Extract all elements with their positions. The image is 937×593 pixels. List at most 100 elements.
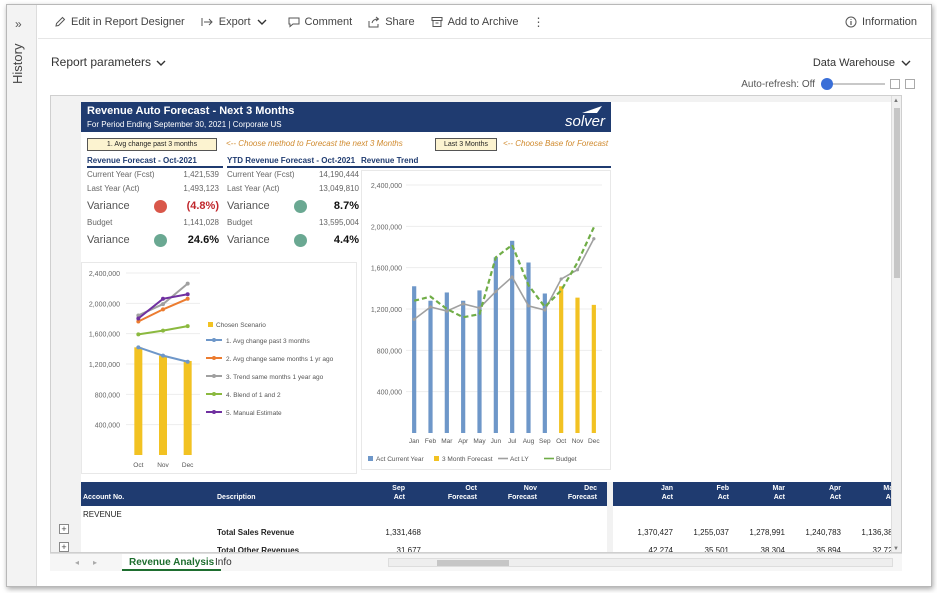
- legend-swatch: [208, 322, 213, 327]
- auto-refresh-slider[interactable]: [821, 78, 885, 90]
- column-header: Account No.: [83, 484, 183, 502]
- history-label[interactable]: History: [10, 43, 25, 85]
- information-button[interactable]: Information: [845, 12, 917, 32]
- column-header: Mar Act: [743, 484, 785, 502]
- bar-act-current-year: [428, 300, 433, 433]
- y-tick-label: 2,000,000: [371, 224, 402, 231]
- point-scenario: [136, 316, 141, 321]
- scroll-thumb[interactable]: [894, 108, 900, 278]
- expand-row-button[interactable]: +: [59, 542, 69, 552]
- header-line-1: Sep: [392, 485, 405, 492]
- x-tick-label: Dec: [588, 438, 600, 445]
- kpi-label: Current Year (Fcst): [227, 170, 295, 179]
- tab-scroll-right-icon[interactable]: ▸: [93, 558, 98, 567]
- report-parameters-label: Report parameters: [51, 55, 152, 69]
- edit-in-designer-button[interactable]: Edit in Report Designer: [54, 12, 185, 32]
- legend-swatch: [212, 338, 216, 342]
- column-header: Description: [217, 484, 337, 502]
- share-button[interactable]: Share: [368, 12, 415, 32]
- legend-label: 5. Manual Estimate: [226, 410, 282, 417]
- x-tick-label: Mar: [441, 438, 453, 445]
- row-description: Total Other Revenues: [217, 546, 300, 553]
- bar-chosen-scenario: [134, 347, 143, 455]
- column-header: Jan Act: [631, 484, 673, 502]
- vertical-scrollbar[interactable]: ▲ ▼: [891, 96, 901, 552]
- forecast-base-selector[interactable]: Last 3 Months: [435, 138, 497, 151]
- variance-value: 4.4%: [333, 234, 359, 246]
- pencil-icon: [55, 16, 66, 27]
- expand-history-icon[interactable]: »: [15, 17, 22, 31]
- data-source-dropdown[interactable]: Data Warehouse: [813, 57, 911, 69]
- header-line-1: [217, 484, 337, 493]
- revenue-trend-chart: 2,400,000 2,000,000 1,600,000 1,200,000 800,…: [361, 170, 611, 470]
- x-tick-label: Feb: [425, 438, 437, 445]
- data-source-label: Data Warehouse: [812, 57, 895, 69]
- export-icon: [201, 17, 213, 26]
- comment-button[interactable]: Comment: [288, 12, 352, 32]
- header-line-1: Feb: [716, 485, 729, 492]
- kpi-label: Last Year (Act): [227, 184, 280, 193]
- kpi-label: Current Year (Fcst): [87, 170, 155, 179]
- kpi-variance-ly: Variance (4.8%): [87, 196, 223, 216]
- tab-info[interactable]: Info: [215, 557, 232, 568]
- information-label: Information: [861, 15, 917, 28]
- sheet-tabs-bar: ◂ ▸ Revenue Analysis Info: [50, 553, 902, 571]
- cell-value: 1,136,386: [861, 528, 897, 537]
- scroll-down-icon[interactable]: ▼: [893, 546, 899, 552]
- scroll-thumb[interactable]: [437, 560, 509, 566]
- legend-label: 3 Month Forecast: [442, 456, 493, 463]
- x-tick-label: Sep: [539, 438, 551, 445]
- grid-icon[interactable]: [905, 79, 915, 89]
- slider-knob[interactable]: [821, 78, 833, 90]
- point-act-ly: [477, 306, 482, 310]
- report-canvas: Revenue Auto Forecast - Next 3 Months Fo…: [50, 95, 902, 553]
- export-label: Export: [218, 15, 251, 28]
- kpi-label: Budget: [227, 218, 253, 227]
- more-options-icon[interactable]: ⋮: [532, 14, 545, 29]
- header-line-1: Mar: [772, 485, 785, 492]
- archive-icon: [431, 16, 443, 27]
- kpi-value: 1,421,539: [183, 170, 219, 179]
- revenue-trend-svg: 2,400,000 2,000,000 1,600,000 1,200,000 800,…: [368, 183, 602, 463]
- archive-label: Add to Archive: [447, 15, 519, 28]
- chevron-down-icon: [901, 60, 911, 66]
- header-line-2: Account No.: [83, 494, 125, 501]
- legend-swatch: [212, 374, 216, 378]
- legend-label: 2. Avg change same months 1 yr ago: [226, 356, 334, 363]
- point-act-ly: [559, 277, 563, 281]
- x-tick-label: Nov: [572, 438, 584, 445]
- add-to-archive-button[interactable]: Add to Archive: [431, 12, 519, 32]
- history-panel[interactable]: » History: [7, 5, 37, 586]
- report-parameters-toggle[interactable]: Report parameters: [51, 55, 166, 69]
- point-act-ly: [575, 268, 580, 272]
- export-button[interactable]: Export: [201, 12, 272, 32]
- tab-revenue-analysis[interactable]: Revenue Analysis: [122, 554, 222, 571]
- column-header: Sep Act: [371, 484, 405, 502]
- forecast-method-hint: <-- Choose method to Forecast the next 3…: [226, 139, 403, 148]
- scroll-up-icon[interactable]: ▲: [893, 98, 899, 104]
- scenario-chart-svg: 2,400,000 2,000,000 1,600,000 1,200,000 800,…: [89, 271, 334, 469]
- cell-value: 35,501: [704, 546, 729, 553]
- header-line-2: Forecast: [507, 494, 537, 501]
- bar-act-current-year: [477, 290, 482, 433]
- x-tick-label: Dec: [182, 462, 194, 469]
- header-line-2: Act: [661, 494, 673, 501]
- variance-value: (4.8%): [186, 200, 219, 212]
- forecast-method-selector[interactable]: 1. Avg change past 3 months: [87, 138, 217, 151]
- variance-label: Variance: [227, 200, 270, 212]
- popout-icon[interactable]: [890, 79, 900, 89]
- expand-row-button[interactable]: +: [59, 524, 69, 534]
- header-line-2: Forecast: [567, 494, 597, 501]
- legend-label: 1. Avg change past 3 months: [226, 338, 310, 345]
- share-label: Share: [385, 15, 415, 28]
- kpi-value: 1,493,123: [183, 184, 219, 193]
- bar-chosen-scenario: [183, 360, 192, 455]
- horizontal-scrollbar[interactable]: [388, 558, 893, 567]
- header-line-2: Act: [773, 494, 785, 501]
- legend-label: 3. Trend same months 1 year ago: [226, 374, 324, 381]
- tab-scroll-left-icon[interactable]: ◂: [75, 558, 80, 567]
- kpi-row-current-year: Current Year (Fcst) 1,421,539: [87, 168, 223, 182]
- report-subtitle: For Period Ending September 30, 2021 | C…: [87, 120, 282, 129]
- cell-value: 31,677: [396, 546, 421, 553]
- bar-3-month-forecast: [559, 286, 564, 433]
